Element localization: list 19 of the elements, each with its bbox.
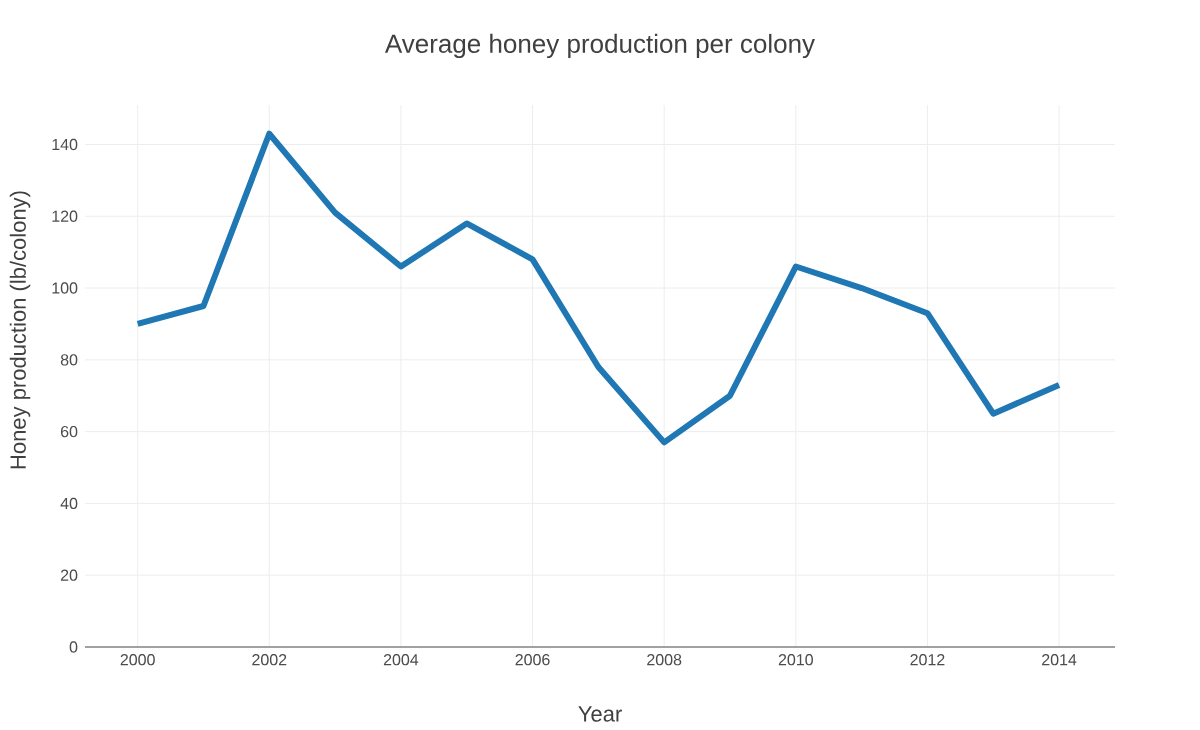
x-tick-label: 2000: [120, 654, 155, 666]
y-tick-label: 80: [60, 354, 78, 366]
y-tick-label: 0: [69, 641, 78, 653]
y-axis-title: Honey production (lb/colony): [9, 191, 31, 469]
x-tick-label: 2002: [252, 654, 287, 666]
x-tick-label: 2012: [910, 654, 945, 666]
y-tick-label: 120: [52, 210, 78, 222]
y-tick-label: 40: [60, 497, 78, 510]
y-tick-label: 20: [60, 569, 78, 581]
x-tick-label: 2010: [778, 654, 813, 666]
y-tick-label: 60: [60, 425, 78, 438]
x-tick-label: 2006: [515, 654, 550, 666]
x-tick-label: 2004: [383, 654, 419, 666]
y-tick-label: 100: [52, 282, 78, 294]
y-tick-label: 140: [52, 138, 78, 151]
x-tick-label: 2014: [1042, 654, 1077, 666]
x-axis-title: Year: [578, 706, 622, 722]
chart-title: Average honey production per colony: [384, 33, 815, 59]
x-tick-label: 2008: [647, 654, 682, 666]
